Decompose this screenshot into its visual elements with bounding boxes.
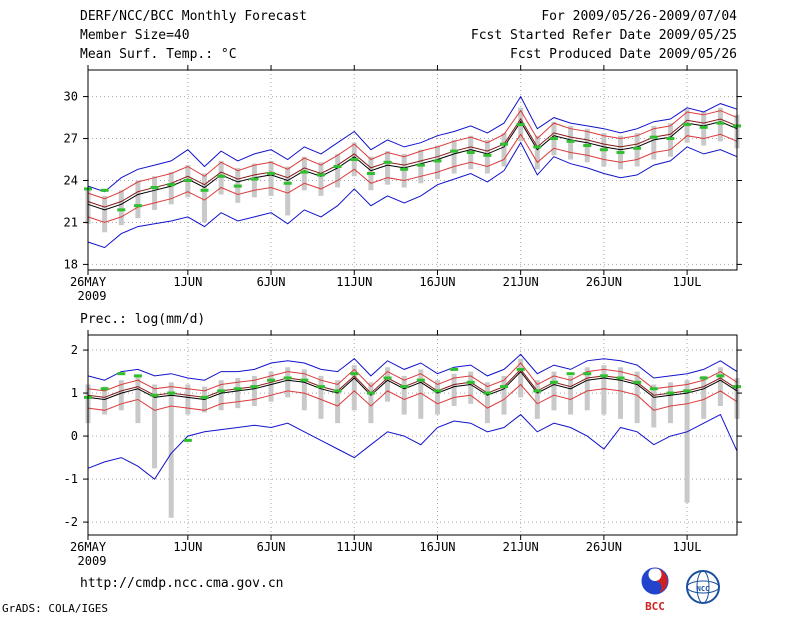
temp-chart-title: Mean Surf. Temp.: °C [80,47,237,62]
ensemble-median-line [87,368,738,398]
x-tick-label: 26MAY [70,540,107,554]
ensemble-max-line [87,353,738,381]
y-tick-label: 21 [64,215,78,229]
x-tick-label: 11JUN [336,540,372,554]
ensemble-min-line [87,141,738,249]
plot-border [87,334,738,536]
ensemble-median-line [87,118,738,208]
page-title: DERF/NCC/BCC Monthly Forecast [80,9,307,24]
ensemble-max-line [87,95,738,193]
refer-date-label: Fcst Started Refer Date 2009/05/25 [470,28,737,43]
ncc-logo-longitude [696,570,710,604]
y-tick-label: -1 [64,472,78,486]
y-tick-label: 2 [71,343,78,357]
lower-quartile-line [87,133,738,223]
y-tick-label: 27 [64,132,78,146]
x-tick-label: 6JUN [257,275,286,289]
prec-chart-title: Prec.: log(mm/d) [80,312,206,327]
observation-dashes [84,367,741,442]
x-tick-sublabel: 2009 [78,554,107,568]
upper-quartile-line [87,362,738,392]
observation-dashes [84,121,741,212]
forecast-valid-range: For 2009/05/26-2009/07/04 [541,9,737,24]
x-tick-label: 16JUN [419,540,455,554]
ensemble-mean-line [87,370,738,401]
x-tick-label: 26MAY [70,275,107,289]
x-tick-label: 21JUN [503,540,539,554]
member-size-label: Member Size=40 [80,28,190,43]
x-tick-label: 1JUL [673,540,702,554]
x-tick-sublabel: 2009 [78,289,107,303]
produced-date-label: Fcst Produced Date 2009/05/26 [510,47,737,62]
x-tick-label: 1JUL [673,275,702,289]
ncc-logo-label: NCC [697,585,710,593]
upper-quartile-line [87,109,738,200]
y-tick-label: 1 [71,386,78,400]
x-tick-label: 26JUN [586,540,622,554]
ensemble-min-line [87,413,738,480]
bcc-logo-ring [641,567,669,595]
ncc-logo: NCC [686,570,720,604]
y-tick-label: 24 [64,173,78,187]
y-tick-label: 0 [71,429,78,443]
ensemble-mean-line [87,120,738,211]
y-tick-label: 18 [64,257,78,271]
x-tick-label: 11JUN [336,275,372,289]
footer-url: http://cmdp.ncc.cma.gov.cn [80,576,284,591]
x-tick-label: 1JUN [173,540,202,554]
bcc-logo: BCC [641,567,669,613]
grads-credit: GrADS: COLA/IGES [2,602,108,615]
x-tick-label: 1JUN [173,275,202,289]
lower-quartile-line [87,383,738,411]
y-tick-label: -2 [64,515,78,529]
x-tick-label: 26JUN [586,275,622,289]
footer-logos: BCC NCC [641,567,720,613]
x-tick-label: 21JUN [503,275,539,289]
ncc-logo-latitude [686,580,720,594]
bcc-logo-label: BCC [645,600,665,613]
x-tick-label: 6JUN [257,540,286,554]
ensemble-spread-bars [85,358,740,518]
grid-lines [87,335,737,535]
x-tick-label: 16JUN [419,275,455,289]
bcc-logo-blue-swirl [642,568,662,594]
plot-border [87,69,738,271]
y-tick-label: 30 [64,90,78,104]
